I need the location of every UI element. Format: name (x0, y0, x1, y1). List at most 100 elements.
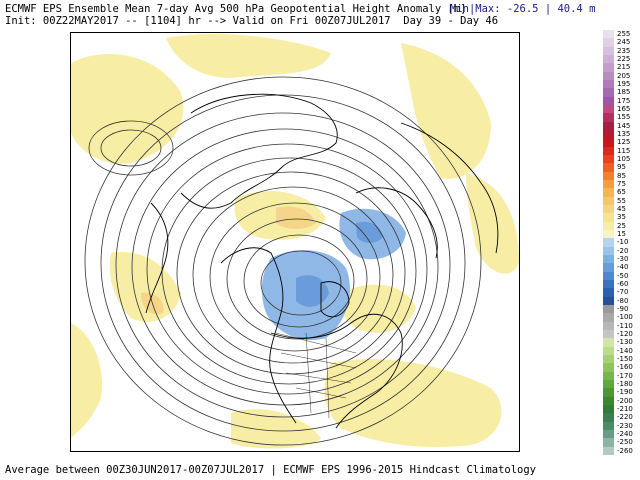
legend-entry: -100 (603, 313, 637, 322)
legend-entry: -240 (603, 430, 637, 439)
legend-label: -130 (617, 338, 633, 347)
legend-swatch (603, 205, 614, 214)
legend-label: -240 (617, 430, 633, 438)
legend-label: 225 (617, 55, 631, 63)
legend-label: -260 (617, 446, 633, 455)
legend-swatch (603, 280, 614, 289)
legend-label: -120 (617, 330, 633, 338)
legend-swatch (603, 46, 614, 55)
legend-label: -140 (617, 346, 633, 355)
legend-swatch (603, 296, 614, 305)
legend-label: 145 (617, 121, 631, 130)
legend-swatch (603, 163, 614, 172)
legend-entry: -180 (603, 380, 637, 389)
legend-entry: 225 (603, 55, 637, 64)
legend-entry: 255 (603, 30, 637, 39)
legend-label: -110 (617, 321, 633, 330)
legend-swatch (603, 380, 614, 389)
legend-swatch (603, 213, 614, 222)
legend-swatch (603, 188, 614, 197)
legend-label: -230 (617, 421, 633, 430)
color-legend: 255 245 235 225 215 205 195 185 175 165 155 145 135 1… (603, 30, 637, 455)
legend-swatch (603, 196, 614, 205)
legend-swatch (603, 230, 614, 239)
legend-label: -30 (617, 255, 629, 263)
legend-entry: 55 (603, 196, 637, 205)
legend-entry: 235 (603, 46, 637, 55)
legend-entry: 115 (603, 146, 637, 155)
legend-entry: 185 (603, 88, 637, 97)
legend-swatch (603, 113, 614, 122)
polar-map-canvas (71, 33, 519, 449)
legend-swatch (603, 255, 614, 264)
legend-entry: -140 (603, 346, 637, 355)
legend-entry: 85 (603, 171, 637, 180)
legend-entry: -10 (603, 238, 637, 247)
polar-map (70, 32, 520, 452)
legend-entry: 25 (603, 221, 637, 230)
legend-swatch (603, 363, 614, 372)
legend-entry: -60 (603, 280, 637, 289)
legend-label: 185 (617, 88, 631, 97)
legend-label: 105 (617, 155, 631, 163)
legend-swatch (603, 105, 614, 114)
legend-label: -70 (617, 288, 629, 297)
footer-caption: Average between 00Z30JUN2017-00Z07JUL201… (5, 464, 537, 476)
legend-entry: -220 (603, 413, 637, 422)
legend-entry: 175 (603, 96, 637, 105)
legend-entry: -130 (603, 338, 637, 347)
init-valid-line: Init: 00Z22MAY2017 -- [1104] hr --> Vali… (5, 15, 499, 27)
legend-swatch (603, 346, 614, 355)
legend-label: -170 (617, 371, 633, 380)
legend-entry: -230 (603, 421, 637, 430)
legend-swatch (603, 388, 614, 397)
legend-label: -250 (617, 438, 633, 447)
legend-label: -60 (617, 280, 629, 288)
legend-swatch (603, 71, 614, 80)
legend-entry: -190 (603, 388, 637, 397)
legend-label: 255 (617, 30, 631, 38)
legend-swatch (603, 421, 614, 430)
legend-label: 65 (617, 188, 626, 197)
legend-entry: -40 (603, 263, 637, 272)
legend-swatch (603, 313, 614, 322)
legend-swatch (603, 438, 614, 447)
legend-entry: -70 (603, 288, 637, 297)
legend-entry: -90 (603, 305, 637, 314)
legend-label: 215 (617, 63, 631, 72)
legend-label: 245 (617, 38, 631, 47)
legend-label: -90 (617, 305, 629, 313)
legend-entry: -110 (603, 321, 637, 330)
legend-swatch (603, 63, 614, 72)
legend-entry: -210 (603, 405, 637, 414)
legend-label: -160 (617, 363, 633, 372)
legend-label: 135 (617, 130, 631, 138)
legend-swatch (603, 138, 614, 147)
legend-entry: -200 (603, 396, 637, 405)
coastlines (145, 93, 499, 429)
legend-swatch (603, 55, 614, 64)
legend-entry: 15 (603, 230, 637, 239)
legend-label: -80 (617, 296, 629, 305)
legend-label: 85 (617, 171, 626, 180)
legend-label: 75 (617, 180, 626, 188)
legend-label: -190 (617, 388, 633, 397)
legend-swatch (603, 396, 614, 405)
legend-label: -150 (617, 355, 633, 363)
legend-label: 55 (617, 196, 626, 205)
legend-label: 95 (617, 163, 626, 172)
legend-swatch (603, 446, 614, 455)
legend-swatch (603, 263, 614, 272)
legend-entry: -260 (603, 446, 637, 455)
legend-label: 15 (617, 230, 626, 238)
legend-entry: 135 (603, 130, 637, 139)
legend-swatch (603, 355, 614, 364)
legend-swatch (603, 338, 614, 347)
legend-label: -20 (617, 246, 629, 255)
legend-entry: 35 (603, 213, 637, 222)
legend-swatch (603, 238, 614, 247)
legend-swatch (603, 321, 614, 330)
legend-swatch (603, 330, 614, 339)
positive-anomaly-areas (71, 33, 519, 449)
legend-entry: 195 (603, 80, 637, 89)
